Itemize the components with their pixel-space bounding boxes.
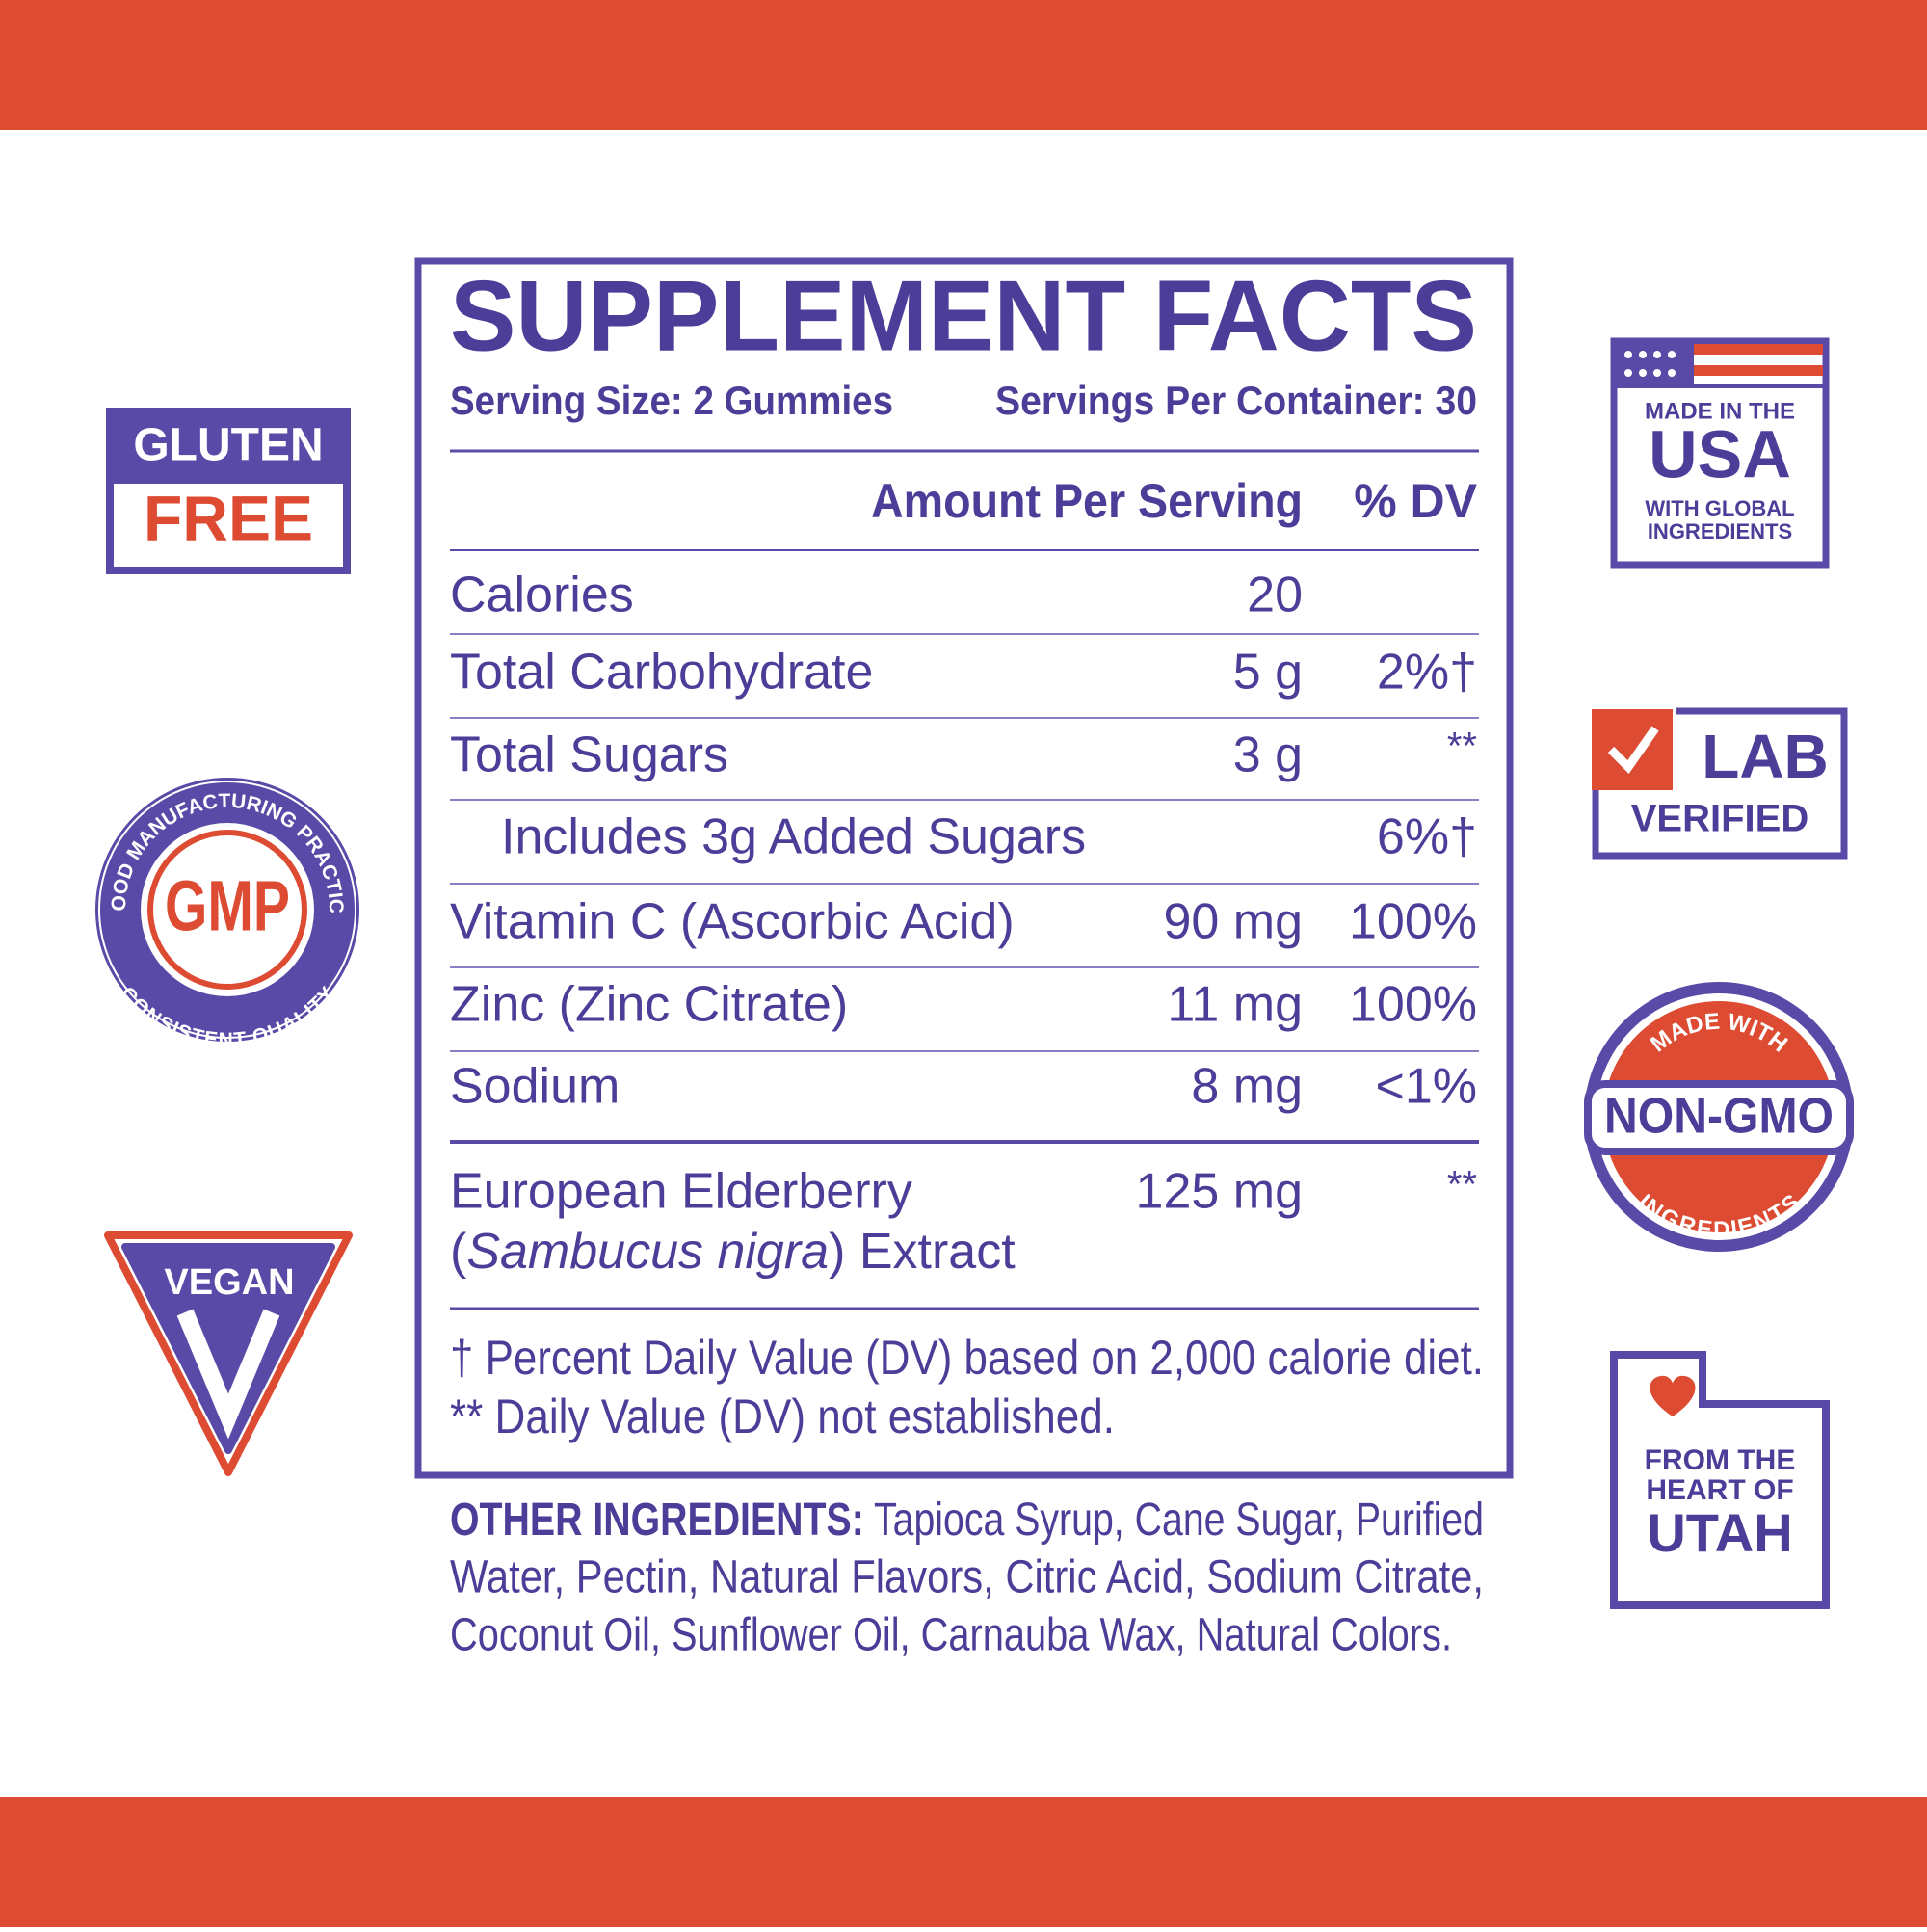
row-amount: 5 g (1233, 645, 1303, 701)
gluten-text: GLUTEN (133, 420, 323, 471)
flag-field (1617, 344, 1694, 384)
flag-stripe (1694, 365, 1823, 376)
row-amount: 3 g (1233, 728, 1303, 783)
text: Sambucus nigra (466, 1224, 829, 1280)
facts-frame (414, 257, 1514, 1479)
serving-size: Serving Size: 2 Gummies (450, 378, 893, 423)
lab-text: LAB (1702, 722, 1829, 791)
row-name: Includes 3g Added Sugars (501, 809, 1086, 865)
usa-text: WITH GLOBAL (1645, 496, 1794, 520)
gmp-text: GMP (165, 866, 290, 946)
row-amount: 20 (1247, 568, 1303, 623)
usa-text: INGREDIENTS (1648, 519, 1792, 543)
other-ingredients: Coconut Oil, Sunflower Oil, Carnauba Wax… (450, 1610, 1452, 1661)
utah-text: FROM THE (1645, 1444, 1796, 1476)
row-amount: 8 mg (1191, 1059, 1303, 1115)
heart (1650, 1375, 1696, 1416)
row-amount: 90 mg (1163, 894, 1303, 950)
other-ingredients: Water, Pectin, Natural Flavors, Citric A… (450, 1552, 1484, 1603)
row-dv: ** (1447, 726, 1477, 768)
vegan-inner (121, 1243, 335, 1454)
vegan-v (176, 1309, 280, 1440)
row-dv: 2%† (1377, 645, 1477, 701)
row-dv: ** (1447, 1164, 1477, 1206)
gmp-red-ring (147, 830, 307, 990)
text: Tapioca Syrup, Cane Sugar, Purified (874, 1495, 1484, 1546)
row-name: Vitamin C (Ascorbic Acid) (450, 894, 1015, 950)
row-name: Sodium (450, 1059, 620, 1115)
row-dv: 6%† (1377, 809, 1477, 865)
lab-check-box (1592, 709, 1673, 790)
usa-text: MADE IN THE (1645, 398, 1795, 424)
text: ( (450, 1224, 467, 1280)
vegan-text: VEGAN (164, 1262, 294, 1303)
footnote: ** Daily Value (DV) not established. (450, 1389, 1115, 1443)
facts-title: SUPPLEMENT FACTS (450, 260, 1477, 372)
flag-stars (1624, 351, 1676, 377)
label: OTHER INGREDIENTS: (450, 1495, 864, 1546)
row-dv: 100% (1349, 977, 1477, 1033)
amount-header: Amount Per Serving (871, 474, 1303, 528)
free-text: FREE (144, 482, 313, 553)
lab-frame (1592, 707, 1848, 860)
row-amount: 11 mg (1167, 977, 1303, 1033)
row-name: Zinc (Zinc Citrate) (450, 977, 848, 1033)
gluten-band (110, 411, 347, 484)
row-name: (Sambucus nigra) Extract (450, 1224, 1016, 1280)
gmp-ring (98, 781, 356, 1039)
row-name: European Elderberry (450, 1164, 912, 1220)
nongmo-text: NON-GMO (1604, 1089, 1834, 1145)
lab-text: VERIFIED (1631, 798, 1808, 840)
bottom-band (0, 1797, 1927, 1927)
row-name: Total Sugars (450, 728, 728, 783)
utah-text: HEART OF (1646, 1474, 1793, 1506)
utah-text: UTAH (1647, 1502, 1792, 1563)
row-dv: 100% (1349, 894, 1477, 950)
dv-header: % DV (1354, 474, 1477, 528)
row-name: Total Carbohydrate (450, 645, 873, 701)
text: ) Extract (829, 1224, 1016, 1280)
utah-shape (1610, 1351, 1830, 1609)
row-amount: 125 mg (1136, 1164, 1303, 1220)
row-dv: <1% (1375, 1059, 1477, 1115)
nongmo-band (1584, 1080, 1854, 1155)
usa-text: USA (1649, 416, 1791, 491)
lab-check (1607, 726, 1659, 774)
footnote: † Percent Daily Value (DV) based on 2,00… (450, 1331, 1484, 1385)
gmp-inner (141, 823, 314, 996)
flag-base (1617, 384, 1823, 388)
row-name: Calories (450, 568, 634, 623)
top-band (0, 0, 1927, 130)
servings-per-container: Servings Per Container: 30 (995, 378, 1477, 423)
other-ingredients: OTHER INGREDIENTS: Tapioca Syrup, Cane S… (450, 1495, 1484, 1546)
flag-stripe (1694, 344, 1823, 355)
